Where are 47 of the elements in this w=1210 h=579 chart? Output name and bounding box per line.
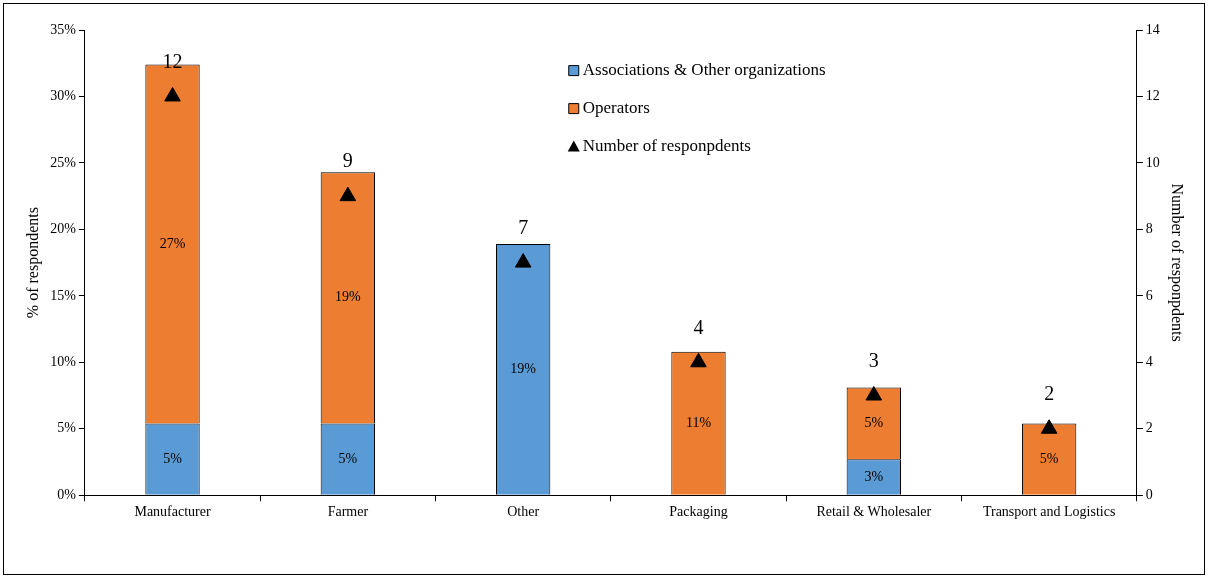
y-tick-label: 25% bbox=[50, 154, 77, 170]
y2-tick-label: 4 bbox=[1145, 353, 1153, 369]
y-tick-label: 35% bbox=[50, 21, 77, 37]
y-tick-label: 15% bbox=[50, 287, 77, 303]
point bbox=[164, 86, 181, 102]
y2-tick-label: 10 bbox=[1145, 154, 1160, 170]
point bbox=[690, 352, 707, 368]
x-tick-label: Retail & Wholesaler bbox=[816, 504, 932, 520]
y2-tick-label: 0 bbox=[1145, 486, 1153, 502]
data-label: 9 bbox=[342, 149, 353, 172]
point bbox=[514, 253, 532, 268]
y-tick-label: 0% bbox=[57, 486, 77, 502]
x-tick-label: Packaging bbox=[669, 504, 728, 520]
y2-tick-label: 8 bbox=[1145, 221, 1153, 237]
data-label: 5% bbox=[864, 415, 884, 431]
data-label: 19% bbox=[510, 361, 537, 377]
y2-tick-label: 12 bbox=[1145, 88, 1160, 104]
y2-tick-label: 2 bbox=[1145, 420, 1153, 436]
point bbox=[1040, 419, 1058, 434]
y-tick-label: 5% bbox=[57, 420, 77, 436]
data-label: 5% bbox=[338, 450, 358, 466]
legend-label: Operators bbox=[582, 98, 650, 118]
data-label: 7 bbox=[518, 215, 529, 238]
legend-label: Number of responpdents bbox=[582, 136, 751, 156]
y2-tick-label: 14 bbox=[1145, 21, 1160, 37]
y2-tick-label: 6 bbox=[1145, 287, 1153, 303]
x-tick-label: Farmer bbox=[327, 504, 369, 520]
y2-axis-title: Number of responpdents bbox=[1168, 183, 1187, 342]
x-tick-label: Transport and Logistics bbox=[982, 504, 1116, 520]
legend-label: Associations & Other organizations bbox=[582, 60, 826, 80]
data-label: 2 bbox=[1044, 381, 1055, 404]
point bbox=[865, 386, 883, 401]
data-label: 27% bbox=[159, 235, 186, 251]
data-label: 3% bbox=[864, 468, 884, 484]
y-tick-label: 30% bbox=[50, 88, 77, 104]
x-tick-label: Manufacturer bbox=[134, 504, 211, 520]
data-label: 3 bbox=[868, 348, 879, 371]
data-label: 11% bbox=[685, 414, 712, 430]
x-tick-label: Other bbox=[507, 504, 540, 520]
point bbox=[339, 186, 357, 202]
data-label: 5% bbox=[1039, 450, 1059, 466]
y-tick-label: 20% bbox=[50, 221, 77, 237]
y-tick-label: 10% bbox=[50, 353, 77, 369]
data-label: 4 bbox=[693, 315, 704, 338]
data-label: 5% bbox=[163, 450, 183, 466]
y-axis-title: % of respondents bbox=[23, 207, 42, 319]
data-label: 19% bbox=[335, 289, 362, 305]
